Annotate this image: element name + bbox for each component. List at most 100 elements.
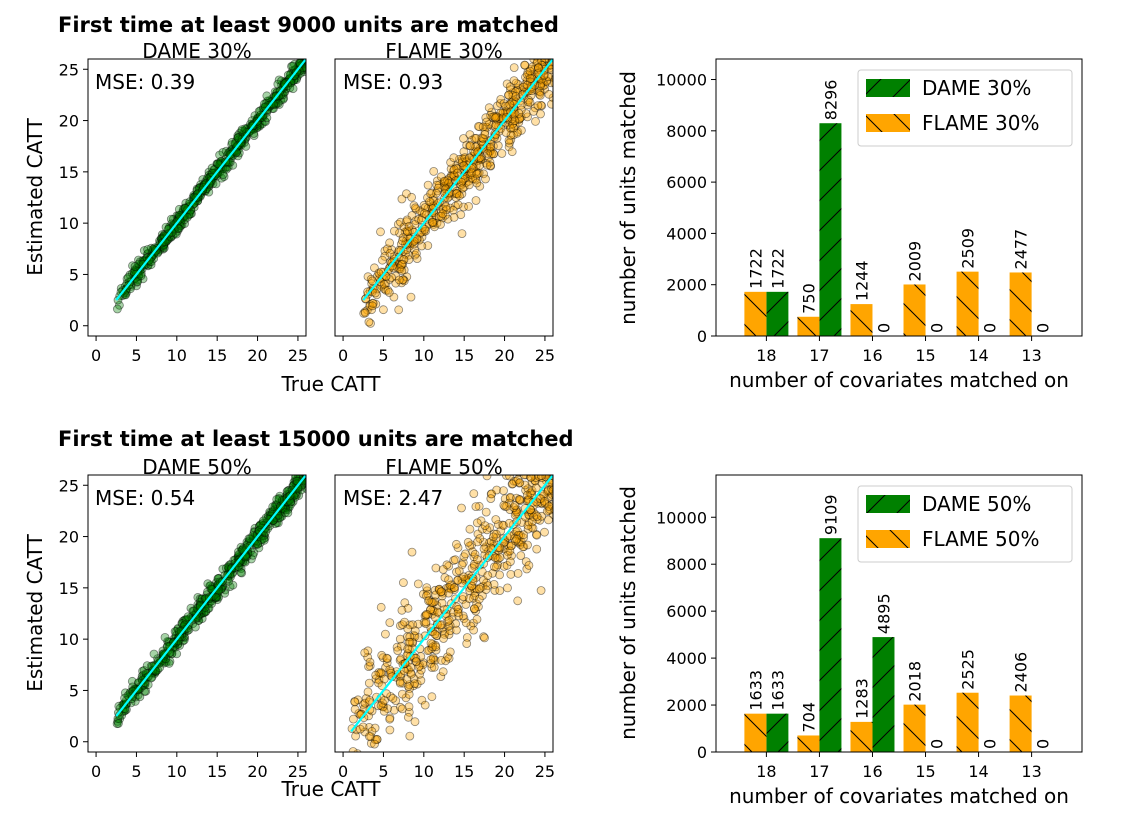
scatter-point bbox=[504, 135, 514, 145]
scatter-point bbox=[417, 207, 427, 217]
scatter-point bbox=[522, 75, 532, 85]
scatter-point bbox=[379, 706, 389, 716]
scatter-point bbox=[537, 475, 547, 482]
scatter-point bbox=[456, 210, 466, 220]
scatter-point bbox=[433, 607, 443, 617]
scatter-point bbox=[398, 233, 408, 243]
scatter-point bbox=[504, 498, 514, 508]
scatter-point bbox=[309, 462, 317, 470]
scatter-point bbox=[473, 529, 483, 539]
scatter-point bbox=[296, 485, 306, 495]
scatter-point bbox=[395, 655, 405, 665]
scatter-point bbox=[411, 657, 421, 667]
scatter-point bbox=[406, 669, 416, 679]
scatter-point bbox=[496, 95, 506, 104]
scatter-point bbox=[499, 99, 509, 108]
scatter-point bbox=[210, 594, 220, 603]
scatter-point bbox=[405, 637, 415, 647]
scatter-point bbox=[520, 480, 530, 490]
scatter-point bbox=[505, 120, 515, 130]
scatter-point bbox=[217, 173, 227, 183]
scatter-point bbox=[211, 593, 221, 602]
scatter-point bbox=[466, 581, 476, 591]
scatter-point bbox=[456, 180, 466, 190]
scatter-point bbox=[512, 493, 521, 503]
scatter-point bbox=[197, 594, 207, 604]
scatter-point bbox=[140, 687, 149, 696]
plot-frame bbox=[334, 58, 554, 337]
scatter-point bbox=[391, 271, 401, 281]
scatter-point bbox=[224, 560, 234, 570]
scatter-point bbox=[287, 62, 296, 71]
scatter-point bbox=[515, 496, 525, 506]
scatter-point bbox=[503, 583, 512, 593]
scatter-point bbox=[274, 100, 284, 109]
scatter-point bbox=[180, 219, 190, 229]
scatter-point bbox=[476, 133, 486, 143]
y-tick-label: 10 bbox=[59, 214, 79, 233]
scatter-point bbox=[532, 59, 542, 67]
x-tick-label: 5 bbox=[131, 346, 141, 365]
scatter-point bbox=[359, 308, 369, 318]
scatter-point bbox=[495, 570, 505, 580]
scatter-point bbox=[113, 295, 123, 305]
scatter-point bbox=[398, 578, 408, 587]
scatter-point bbox=[247, 116, 257, 125]
scatter-point bbox=[527, 523, 536, 532]
scatter-point bbox=[527, 70, 537, 80]
scatter-point bbox=[522, 461, 530, 469]
x-tick-label: 14 bbox=[968, 762, 988, 781]
scatter-point bbox=[466, 170, 476, 180]
scatter-point bbox=[393, 259, 403, 269]
scatter-point bbox=[296, 51, 304, 59]
scatter-point bbox=[527, 486, 537, 496]
scatter-point bbox=[273, 98, 283, 108]
scatter-point bbox=[510, 116, 520, 125]
scatter-point bbox=[450, 171, 460, 181]
scatter-point bbox=[557, 38, 565, 46]
scatter-point bbox=[488, 149, 498, 159]
bar-value-label: 2018 bbox=[906, 661, 925, 702]
scatter-point bbox=[233, 151, 243, 161]
bar-value-label: 0 bbox=[928, 739, 947, 749]
scatter-point bbox=[505, 505, 515, 515]
scatter-point bbox=[426, 605, 436, 615]
scatter-point bbox=[525, 74, 535, 83]
y-tick-label: 15 bbox=[59, 579, 79, 598]
scatter-point bbox=[172, 211, 182, 221]
scatter-point bbox=[550, 79, 553, 88]
scatter-point bbox=[379, 284, 389, 294]
scatter-point bbox=[405, 684, 414, 693]
scatter-point bbox=[550, 47, 558, 55]
scatter-point bbox=[310, 43, 318, 51]
scatter-point bbox=[310, 46, 318, 54]
scatter-point bbox=[428, 642, 438, 652]
scatter-point bbox=[204, 187, 214, 197]
scatter-point bbox=[400, 598, 410, 608]
scatter-point bbox=[377, 280, 386, 290]
scatter-point bbox=[536, 91, 545, 100]
scatter-point bbox=[519, 475, 522, 476]
scatter-point bbox=[178, 616, 188, 626]
scatter-point bbox=[365, 661, 375, 671]
scatter-point bbox=[551, 459, 559, 467]
scatter-point bbox=[505, 492, 515, 502]
scatter-point bbox=[504, 541, 514, 551]
scatter-point bbox=[214, 573, 224, 583]
scatter-point bbox=[442, 560, 452, 570]
scatter-point bbox=[262, 113, 272, 123]
scatter-point bbox=[171, 229, 181, 239]
scatter-point bbox=[493, 141, 503, 151]
scatter-point bbox=[207, 582, 217, 592]
scatter-point bbox=[452, 567, 461, 577]
scatter-point bbox=[549, 480, 553, 490]
scatter-point bbox=[512, 86, 522, 95]
scatter-point bbox=[521, 512, 530, 522]
scatter-point bbox=[411, 653, 421, 663]
scatter-point bbox=[438, 209, 448, 219]
scatter-point bbox=[410, 245, 420, 255]
scatter-point bbox=[450, 189, 460, 199]
scatter-point bbox=[467, 168, 477, 178]
x-tick-label: 13 bbox=[1021, 346, 1041, 365]
scatter-point bbox=[444, 561, 454, 571]
